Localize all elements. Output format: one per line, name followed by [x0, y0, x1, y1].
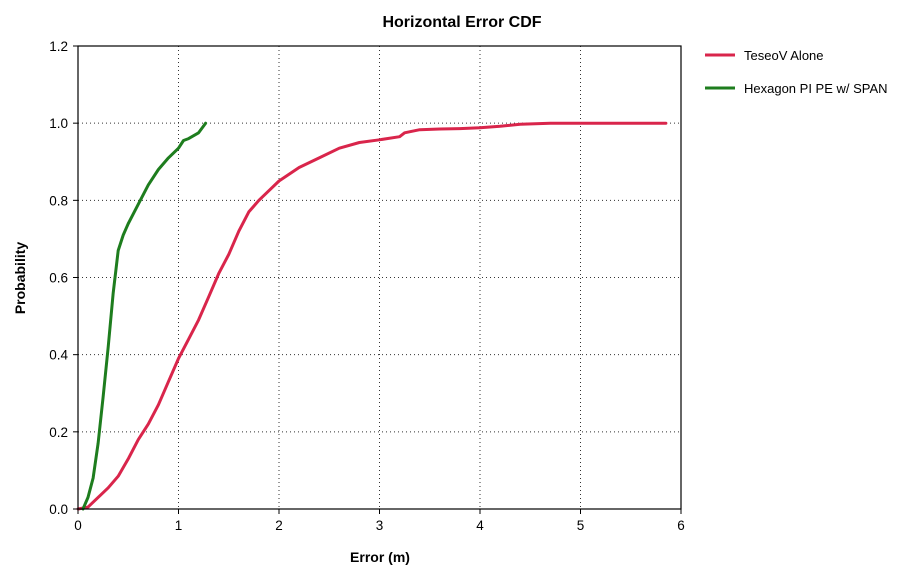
series-lines [76, 121, 668, 511]
x-tick-label: 0 [74, 518, 82, 533]
y-tick-label: 1.0 [49, 116, 68, 131]
y-tick-label: 1.2 [49, 39, 68, 54]
y-tick-label: 0.6 [49, 271, 68, 286]
x-tick-label: 1 [175, 518, 183, 533]
x-tick-label: 5 [577, 518, 585, 533]
legend-label-0: TeseoV Alone [744, 48, 824, 63]
y-tick-label: 0.2 [49, 425, 68, 440]
y-tick-label: 0.4 [49, 348, 68, 363]
y-tick-label: 0.8 [49, 193, 68, 208]
x-tick-label: 3 [376, 518, 384, 533]
x-tick-label: 4 [476, 518, 484, 533]
x-tick-label: 6 [677, 518, 685, 533]
x-axis-label: Error (m) [350, 549, 410, 565]
legend-label-1: Hexagon PI PE w/ SPAN [744, 81, 888, 96]
y-tick-label: 0.0 [49, 502, 68, 517]
legend: TeseoV Alone Hexagon PI PE w/ SPAN [705, 48, 888, 96]
chart-title: Horizontal Error CDF [382, 14, 541, 31]
series-line-0 [76, 121, 668, 511]
y-axis-label: Probability [12, 242, 28, 315]
grid-lines [78, 46, 681, 509]
series-line-1 [81, 121, 208, 511]
x-tick-label: 2 [275, 518, 283, 533]
axis-ticks: 0 1 2 3 4 5 6 0.0 0.2 0.4 0.6 0.8 1.0 1.2 [49, 39, 685, 533]
